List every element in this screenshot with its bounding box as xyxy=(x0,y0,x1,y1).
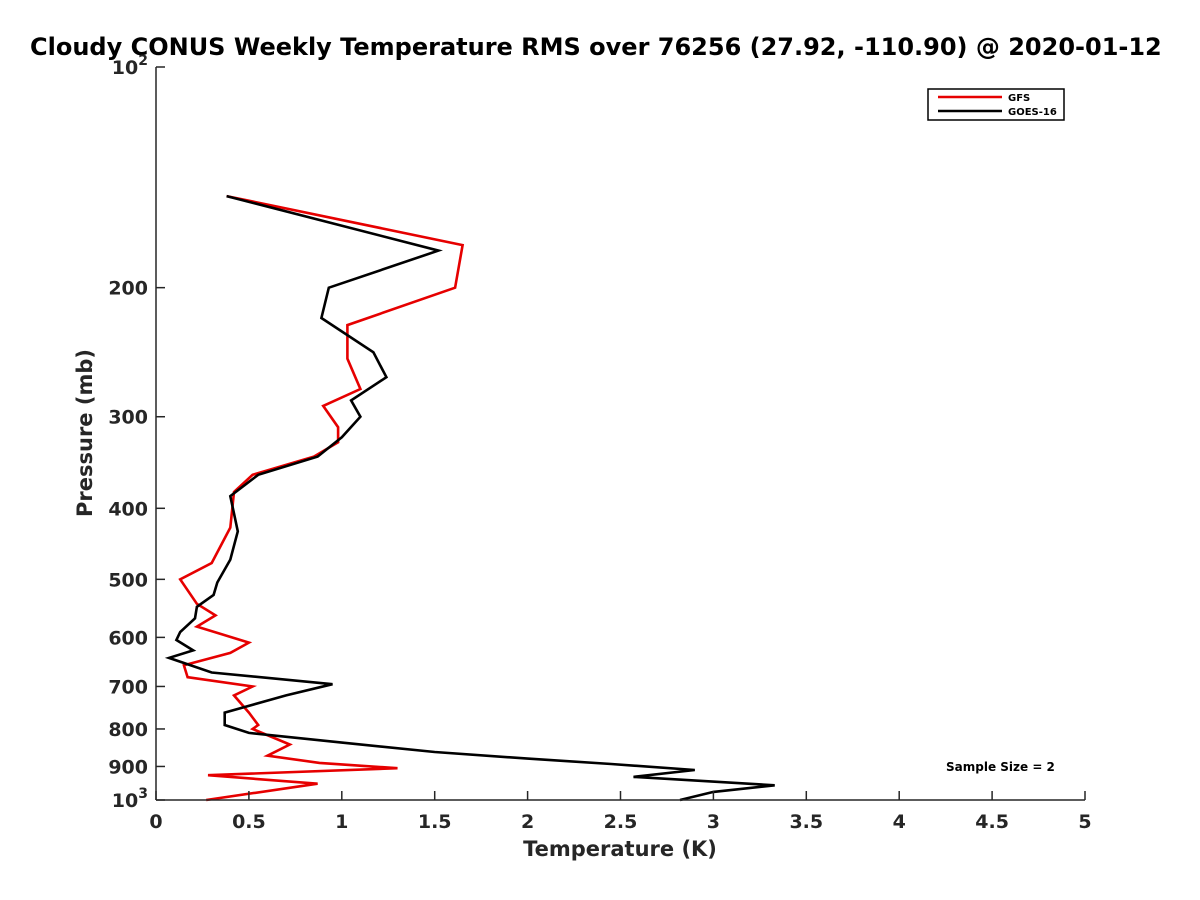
plot-lines xyxy=(164,194,775,802)
x-tick-label: 0 xyxy=(149,811,162,833)
y-tick-label: 103 xyxy=(112,786,148,812)
y-tick-label: 400 xyxy=(108,498,148,520)
y-tick-label: 300 xyxy=(108,407,148,429)
y-tick-label: 900 xyxy=(108,756,148,778)
x-tick-label: 1 xyxy=(335,811,348,833)
y-tick-label: 500 xyxy=(108,569,148,591)
x-axis-label: Temperature (K) xyxy=(523,837,717,861)
y-tick-label: 200 xyxy=(108,278,148,300)
x-tick-label: 4 xyxy=(893,811,906,833)
y-tick-label: 700 xyxy=(108,676,148,698)
legend-label-gfs: GFS xyxy=(1008,93,1030,104)
y-axis-ticks: 102 200 300 400 500 600 700 800 900 103 xyxy=(108,53,165,812)
series-line-goes-16 xyxy=(164,194,775,802)
series-line-gfs xyxy=(178,194,465,802)
x-tick-label: 1.5 xyxy=(418,811,452,833)
x-axis-ticks: 0 0.5 1 1.5 2 2.5 3 3.5 4 4.5 5 xyxy=(149,791,1092,833)
legend-label-goes16: GOES-16 xyxy=(1008,107,1057,118)
y-axis-label: Pressure (mb) xyxy=(73,349,97,517)
y-tick-label: 102 xyxy=(112,53,148,79)
x-tick-label: 2.5 xyxy=(604,811,638,833)
x-tick-label: 5 xyxy=(1078,811,1091,833)
x-tick-label: 3.5 xyxy=(789,811,823,833)
x-tick-label: 3 xyxy=(707,811,720,833)
x-tick-label: 4.5 xyxy=(975,811,1009,833)
x-tick-label: 0.5 xyxy=(232,811,266,833)
sample-size-annotation: Sample Size = 2 xyxy=(946,760,1055,774)
chart-title: Cloudy CONUS Weekly Temperature RMS over… xyxy=(30,33,1162,61)
legend-box xyxy=(927,88,1065,121)
legend: GFS GOES-16 xyxy=(927,88,1065,121)
y-tick-label: 600 xyxy=(108,627,148,649)
y-tick-label: 800 xyxy=(108,719,148,741)
axes xyxy=(155,67,1085,801)
x-tick-label: 2 xyxy=(521,811,534,833)
